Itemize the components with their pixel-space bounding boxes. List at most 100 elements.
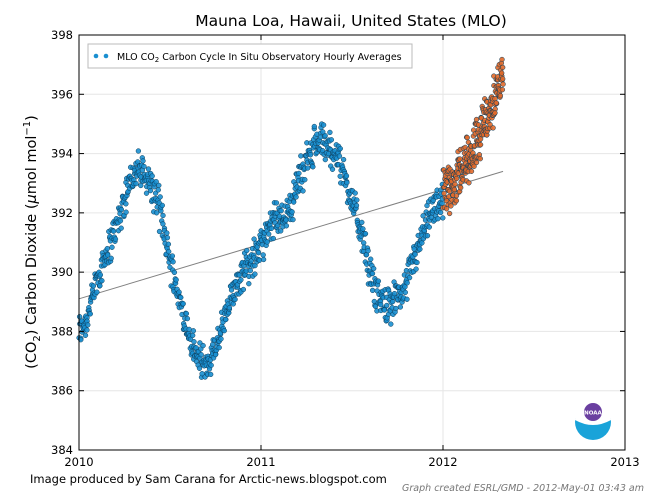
y-axis-label: (CO2) Carbon Dioxide (μmol mol−1) (22, 115, 43, 369)
blue-series-point-740 (375, 278, 382, 284)
orange-series-point-49 (451, 186, 458, 193)
blue-series-point-103 (117, 218, 124, 224)
blue-series-point-604 (320, 122, 327, 128)
blue-series-point-721 (368, 256, 374, 262)
blue-series-point-465 (264, 239, 270, 245)
noaa-logo-bird (584, 403, 602, 421)
blue-series-point-536 (293, 194, 299, 200)
blue-series-point-57 (99, 278, 105, 284)
blue-series-point-831 (412, 251, 418, 257)
blue-series-point-69 (104, 245, 110, 252)
legend-label-sub: 2 (155, 56, 159, 64)
blue-series-point-201 (157, 194, 163, 200)
blue-series-point-899 (440, 215, 446, 221)
blue-series-point-811 (404, 280, 410, 286)
blue-series-point-146 (135, 148, 142, 154)
orange-series-point-124 (468, 168, 475, 174)
blue-series-point-208 (160, 212, 166, 219)
blue-series-point-5 (78, 337, 84, 343)
blue-series-point-531 (291, 199, 297, 205)
blue-series-point-783 (393, 305, 399, 312)
blue-series-point-406 (240, 286, 247, 293)
orange-series-point-256 (499, 87, 506, 93)
blue-series-point-755 (381, 307, 388, 313)
blue-series-point-232 (170, 259, 176, 265)
blue-series-point-327 (208, 362, 214, 368)
orange-series-point-111 (466, 180, 472, 186)
blue-series-point-793 (397, 304, 404, 310)
ytick-label-398: 398 (51, 28, 73, 42)
blue-series-point-526 (289, 209, 295, 215)
ylabel-part-4: ) (24, 115, 40, 121)
blue-series-point-701 (360, 226, 366, 232)
blue-series-point-141 (133, 180, 139, 187)
blue-series-point-714 (365, 248, 371, 254)
blue-series-point-816 (406, 275, 413, 281)
blue-series-point-176 (147, 187, 154, 194)
blue-series-point-399 (238, 277, 244, 283)
blue-series-point-230 (169, 253, 176, 259)
blue-series-point-443 (255, 250, 262, 256)
blue-series-point-216 (164, 230, 170, 236)
ytick-label-394: 394 (51, 147, 73, 161)
blue-series-point-644 (336, 153, 343, 159)
blue-series-point-280 (190, 332, 196, 339)
blue-series-point-104 (118, 206, 125, 213)
blue-series-point-609 (322, 156, 328, 163)
ylabel-mu: μ (24, 194, 40, 204)
blue-series-point-707 (362, 231, 369, 237)
blue-series-point-646 (337, 145, 343, 152)
blue-series-point-810 (404, 296, 410, 302)
noaa-logo-text: NOAA (584, 411, 602, 417)
legend-marker-2 (103, 53, 109, 59)
blue-series-point-347 (216, 344, 222, 351)
blue-series-point-512 (283, 217, 289, 223)
orange-series-point-204 (487, 121, 493, 128)
ytick-label-392: 392 (51, 206, 73, 220)
xtick-label-2010: 2010 (64, 455, 93, 469)
orange-series-point-259 (500, 81, 506, 87)
orange-series-point-144 (473, 116, 480, 123)
ylabel-part-2: ) Carbon Dioxide ( (24, 204, 40, 336)
legend: MLO CO2 Carbon Cycle In Situ Observatory… (87, 43, 413, 69)
blue-series-point-745 (378, 301, 384, 308)
orange-series-point-106 (464, 134, 470, 141)
blue-series-point-198 (156, 228, 163, 235)
blue-series-point-22 (85, 322, 91, 328)
blue-series-point-578 (310, 164, 316, 170)
blue-series-point-36 (90, 283, 97, 289)
orange-series-point-60 (454, 175, 460, 182)
blue-series-point-159 (140, 158, 146, 164)
blue-series-point-548 (298, 153, 304, 159)
blue-series-point-554 (300, 188, 306, 194)
legend-box (87, 43, 413, 69)
blue-series-point-205 (159, 202, 165, 209)
legend-label: MLO CO2 Carbon Cycle In Situ Observatory… (117, 52, 402, 64)
ylabel-part-3: mol mol (24, 136, 40, 195)
blue-series-point-219 (164, 235, 171, 241)
blue-series-point-71 (105, 252, 111, 258)
blue-series-point-257 (180, 301, 186, 307)
ylabel-part-1: (CO (24, 342, 40, 369)
blue-series-point-683 (352, 190, 358, 196)
blue-series-point-619 (327, 129, 333, 136)
orange-series-point-73 (457, 156, 463, 162)
axis-ticks: 384 386 388 390 392 394 396 398 2010 2011 2012 2013 (51, 28, 640, 469)
blue-series-point-266 (183, 310, 190, 317)
blue-series-point-220 (165, 241, 172, 247)
blue-series-point-528 (290, 216, 296, 223)
blue-series-point-685 (353, 202, 360, 209)
orange-series-point-216 (490, 125, 496, 131)
blue-series-point-704 (361, 240, 367, 246)
ylabel-sub-1: 2 (32, 335, 43, 341)
orange-series-point-231 (493, 100, 499, 106)
blue-series-point-865 (426, 224, 432, 230)
trend-line-group (78, 170, 504, 300)
blue-series-point-338 (212, 351, 219, 358)
blue-series-point-385 (232, 296, 238, 303)
blue-series-point-834 (414, 259, 420, 266)
blue-series-point-105 (118, 225, 124, 231)
orange-series-point-161 (477, 156, 483, 162)
ytick-label-390: 390 (51, 265, 73, 279)
